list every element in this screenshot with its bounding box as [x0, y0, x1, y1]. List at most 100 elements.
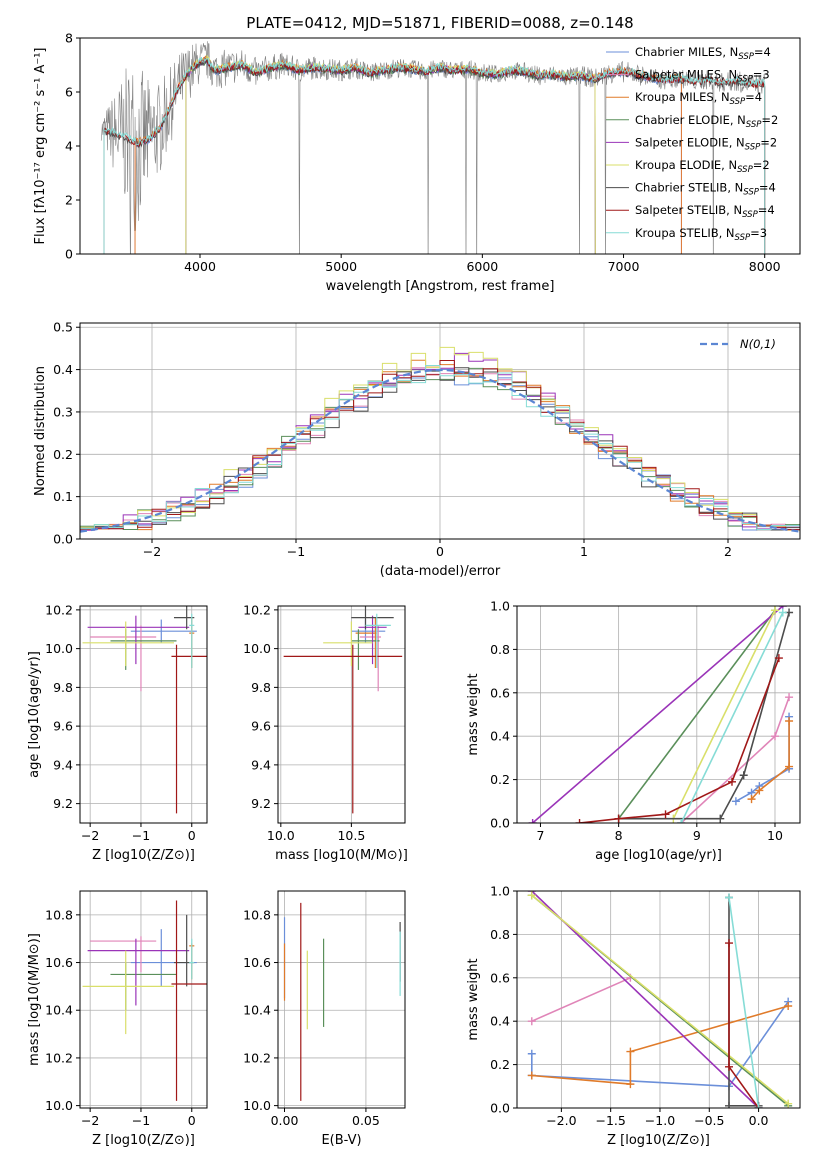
- x-tick-label: 10.0: [267, 828, 295, 843]
- age-vs-Z-panel: −2 −1 0 9.2 9.4 9.6 9.8 10.0 10.2 Z [log10(Z/Z⊙)]…: [27, 602, 208, 863]
- y-tick-label: 10.2: [45, 602, 73, 617]
- y-tick-label: 2: [65, 193, 73, 208]
- model-kroupa-stelib-line: [103, 56, 766, 254]
- weight-marker: [614, 814, 623, 823]
- y-tick-label: 0.2: [53, 447, 73, 462]
- y-tick-label: 10.4: [243, 1003, 271, 1018]
- y-axis-label: mass weight: [466, 958, 481, 1040]
- weight-marker: [731, 797, 740, 806]
- y-tick-label: 9.4: [251, 757, 271, 772]
- x-tick-label: 9: [693, 828, 701, 843]
- y-tick-label: 10.6: [45, 955, 73, 970]
- x-tick-label: −2: [143, 544, 161, 559]
- legend-label: Salpeter MILES, NSSP=3: [635, 68, 770, 85]
- x-tick-label: 7000: [608, 259, 640, 274]
- weight-series-line: [532, 606, 784, 823]
- y-tick-label: 0.6: [490, 970, 510, 985]
- errorbar-points: [82, 900, 207, 1101]
- x-tick-label: 0.00: [271, 1113, 299, 1128]
- histogram-steps: [80, 346, 800, 533]
- y-tick-label: 10.0: [45, 641, 73, 656]
- weight-marker: [778, 608, 787, 617]
- grid-lines: [278, 606, 405, 823]
- errorbar-point: [323, 621, 373, 667]
- observed-spectrum-line: [100, 41, 765, 254]
- plot-frame: [277, 605, 406, 824]
- weight-marker: [747, 795, 756, 804]
- weight-series-line: [680, 696, 790, 823]
- y-tick-label: 0.0: [490, 816, 510, 831]
- x-tick-label: 8: [615, 828, 623, 843]
- y-tick-label: 0.4: [490, 729, 510, 744]
- weight-marker: [626, 1047, 635, 1056]
- x-axis-label: wavelength [Angstrom, rest frame]: [326, 279, 555, 294]
- x-tick-label: 0.0: [749, 1113, 769, 1128]
- weight-marker: [725, 1101, 734, 1108]
- model-kroupa-elodie-line: [185, 54, 596, 254]
- plot-frame: [79, 605, 208, 824]
- y-axis-label: Flux [fλ10⁻¹⁷ erg cm⁻² s⁻¹ A⁻¹]: [33, 48, 48, 245]
- x-axis-label: Z [log10(Z/Z⊙)]: [92, 848, 195, 863]
- normal-curve-line: [80, 368, 800, 533]
- spectrum-panel: 4000 5000 6000 7000 8000 0 2 4 6 8 wavelength [Ang…: [33, 14, 801, 294]
- weight-marker: [770, 606, 779, 615]
- plot-frame: [277, 890, 406, 1109]
- mass-vs-Z-panel: −2 −1 0 10.0 10.2 10.4 10.6 10.8 Z [log10(Z/Z⊙)]…: [27, 890, 208, 1148]
- x-tick-label: −2: [81, 828, 99, 843]
- legend-label: Salpeter STELIB, NSSP=4: [635, 203, 775, 220]
- y-tick-label: 1.0: [490, 599, 510, 614]
- plot-frame: [79, 890, 208, 1109]
- weight-marker: [784, 1099, 793, 1108]
- errorbar-point: [173, 606, 195, 630]
- errorbar-point: [171, 644, 207, 814]
- x-tick-label: 7: [536, 828, 544, 843]
- weight-series-line: [531, 977, 631, 1022]
- y-tick-label: 0.8: [490, 927, 510, 942]
- errorbar-point: [87, 615, 190, 665]
- x-axis-label: E(B-V): [321, 1133, 361, 1148]
- model-salpeter-miles-line: [134, 57, 682, 254]
- y-tick-label: 10.4: [45, 1003, 73, 1018]
- errorbar-point: [171, 900, 207, 1101]
- weight-marker: [785, 762, 794, 771]
- model-chabrier-miles-line: [134, 58, 682, 254]
- x-axis-label: Z [log10(Z/Z⊙)]: [92, 1133, 195, 1148]
- y-tick-label: 0.2: [490, 1057, 510, 1072]
- x-axis-label: (data-model)/error: [380, 564, 501, 579]
- errorbar-points: [283, 606, 403, 814]
- legend-label: N(0,1): [740, 337, 776, 351]
- errorbar-points: [82, 606, 207, 814]
- weight-series-line: [617, 609, 776, 820]
- weight-vs-Z-panel: −2.0 −1.5 −1.0 −0.5 0.0 0.0 0.2 0.4 0.6 0.8 1.0 Z […: [466, 884, 801, 1148]
- legend-label: Salpeter ELODIE, NSSP=2: [635, 135, 777, 152]
- y-axis-label: mass [log10(M/M⊙)]: [27, 933, 42, 1066]
- y-tick-label: 8: [65, 31, 73, 46]
- y-tick-label: 10.0: [243, 641, 271, 656]
- y-tick-label: 0.4: [53, 362, 73, 377]
- age-vs-mass-panel: 10.0 10.5 9.2 9.4 9.6 9.8 10.0 10.2 mass [log10(…: [243, 602, 408, 863]
- weight-marker: [785, 693, 794, 702]
- errorbar-point: [189, 938, 195, 980]
- chart-title: PLATE=0412, MJD=51871, FIBERID=0088, z=0…: [246, 14, 633, 32]
- grid-lines: [278, 891, 405, 1108]
- plot-frame: [516, 605, 801, 824]
- y-tick-label: 1.0: [490, 884, 510, 899]
- y-tick-label: 0.2: [490, 772, 510, 787]
- y-tick-label: 0.1: [53, 489, 73, 504]
- legend-label: Kroupa MILES, NSSP=4: [635, 90, 762, 107]
- x-tick-label: 5000: [325, 259, 357, 274]
- y-axis-label: Normed distribution: [33, 366, 48, 496]
- weight-marker: [527, 1049, 536, 1058]
- x-tick-label: 10: [767, 828, 783, 843]
- y-tick-label: 9.2: [251, 796, 271, 811]
- errorbar-point: [351, 619, 386, 643]
- weight-marker: [785, 717, 794, 726]
- y-tick-label: 10.2: [243, 1050, 271, 1065]
- legend-label: Kroupa STELIB, NSSP=3: [635, 226, 767, 243]
- weight-marker: [754, 1104, 763, 1108]
- x-tick-label: 1: [580, 544, 588, 559]
- y-tick-label: 9.6: [53, 719, 73, 734]
- weight-marker: [661, 810, 670, 819]
- residuals-panel: −2 −1 0 1 2 0.0 0.1 0.2 0.3 0.4 0.5 (data-model)/er…: [33, 320, 801, 579]
